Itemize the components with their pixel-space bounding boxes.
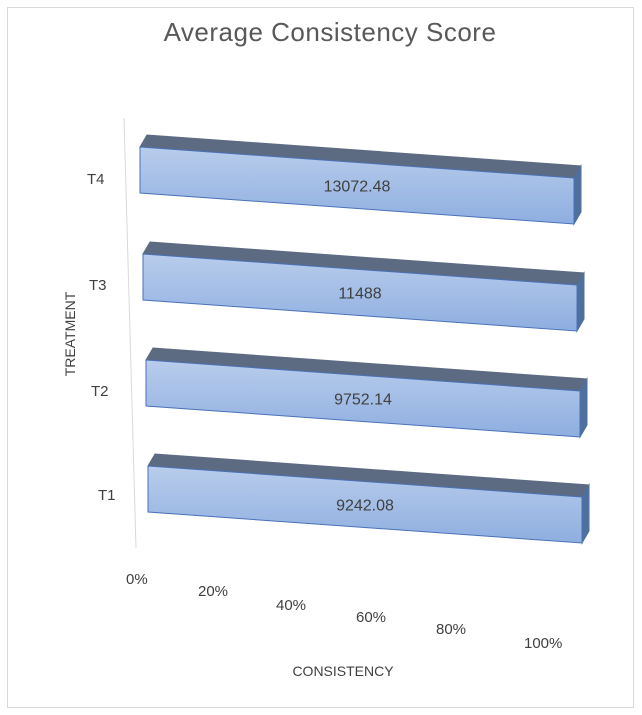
x-tick-label-2: 40% <box>276 597 306 614</box>
x-tick-label-4: 80% <box>436 621 466 638</box>
y-axis-line <box>123 117 137 549</box>
bar-t4: 13072.48 <box>139 134 582 226</box>
x-tick-label-1: 20% <box>198 583 228 600</box>
bar-front-face <box>142 253 578 332</box>
chart-area <box>7 7 634 708</box>
x-tick-label-3: 60% <box>356 609 386 626</box>
data-label-t4: 13072.48 <box>324 179 391 196</box>
data-label-t1: 9242.08 <box>336 498 394 515</box>
y-axis-title: TREATMENT <box>62 291 78 376</box>
bar-t2: 9752.14 <box>145 347 588 439</box>
bar-front-face <box>147 465 583 544</box>
x-axis-ticks: 0% 20% 40% 60% 80% 100% <box>126 571 562 652</box>
x-tick-label-5: 100% <box>524 635 562 652</box>
y-tick-label-t2: T2 <box>91 383 109 400</box>
y-tick-label-t4: T4 <box>87 171 105 188</box>
bar-front-face <box>145 359 581 438</box>
bars-group: 9242.08 9752.14 11488 13072.48 <box>139 134 590 545</box>
data-label-t2: 9752.14 <box>334 392 392 409</box>
x-axis-title: CONSISTENCY <box>292 663 394 679</box>
y-tick-label-t1: T1 <box>98 487 116 504</box>
bar-t3: 11488 <box>142 241 585 333</box>
bar-front-face <box>139 146 575 225</box>
data-label-t3: 11488 <box>338 286 381 303</box>
bar-t1: 9242.08 <box>147 453 590 545</box>
y-tick-label-t3: T3 <box>89 277 107 294</box>
y-axis-ticks: T1 T2 T3 T4 <box>87 171 116 504</box>
chart-title: Average Consistency Score <box>164 17 497 47</box>
x-tick-label-0: 0% <box>126 571 148 588</box>
